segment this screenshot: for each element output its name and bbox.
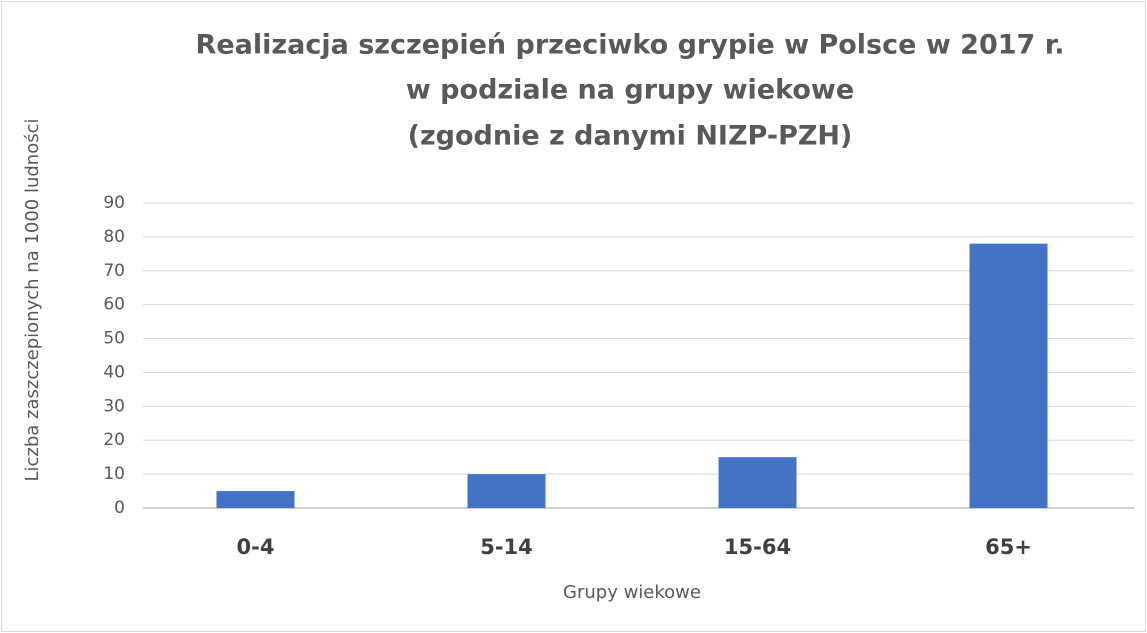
y-tick-label: 30 xyxy=(103,396,125,416)
y-tick-label: 70 xyxy=(103,261,125,281)
y-tick-label: 20 xyxy=(103,430,125,450)
x-tick-label: 65+ xyxy=(985,535,1032,559)
bar xyxy=(467,474,546,508)
y-tick-label: 80 xyxy=(103,227,125,247)
bar xyxy=(969,243,1048,508)
chart-title: (zgodnie z danymi NIZP-PZH) xyxy=(408,121,853,152)
y-tick-label: 10 xyxy=(103,464,125,484)
x-tick-label: 5-14 xyxy=(480,535,533,559)
chart-title: w podziale na grupy wiekowe xyxy=(406,75,854,106)
y-tick-label: 40 xyxy=(103,362,125,382)
y-tick-label: 50 xyxy=(103,329,125,349)
y-tick-label: 0 xyxy=(114,498,125,518)
bar xyxy=(718,457,797,508)
x-tick-label: 15-64 xyxy=(724,535,791,559)
y-tick-label: 90 xyxy=(103,193,125,213)
chart-title: Realizacja szczepień przeciwko grypie w … xyxy=(196,30,1065,61)
x-axis-title: Grupy wiekowe xyxy=(563,582,701,603)
x-tick-label: 0-4 xyxy=(237,535,275,559)
y-axis-title: Liczba zaszczepionych na 1000 ludności xyxy=(22,118,43,481)
bar xyxy=(216,491,295,508)
y-tick-label: 60 xyxy=(103,295,125,315)
